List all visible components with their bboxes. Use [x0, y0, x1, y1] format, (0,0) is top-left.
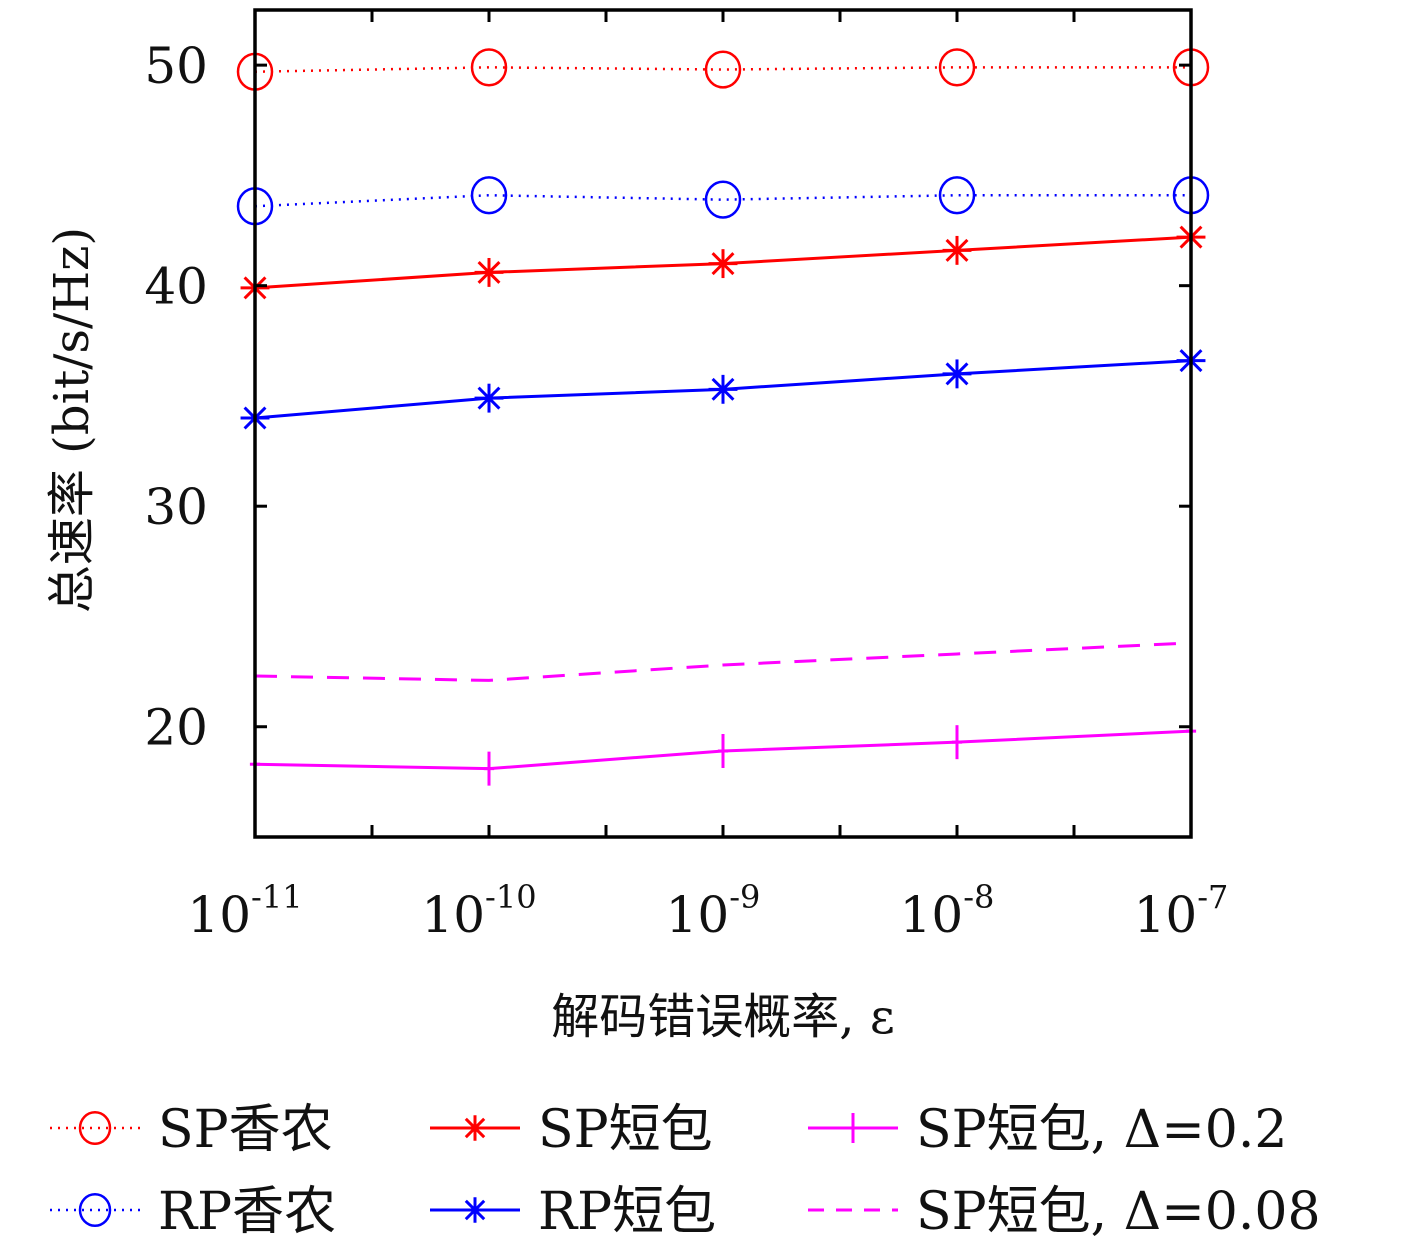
x-tick-label: 10-7	[1134, 878, 1229, 944]
legend-item: SP短包, Δ=0.08	[808, 1182, 1321, 1242]
plus-marker	[951, 725, 963, 760]
x-tick-label: 10-10	[421, 878, 536, 944]
asterisk-stroke	[477, 260, 501, 284]
series-layer	[236, 48, 1210, 786]
legend-label: RP香农	[158, 1182, 336, 1242]
circle-marker	[704, 50, 742, 89]
circle-marker	[78, 1193, 112, 1227]
circle-marker	[470, 48, 508, 87]
series-line	[254, 641, 1192, 682]
x-tick-label-base: 10	[1134, 886, 1198, 944]
asterisk-marker	[708, 249, 738, 279]
x-tick-label-base: 10	[187, 886, 251, 944]
x-tick-label-exponent: -11	[251, 878, 303, 916]
x-tick-label-exponent: -7	[1197, 878, 1228, 916]
y-tick-label: 30	[144, 478, 208, 536]
asterisk-stroke	[711, 377, 735, 401]
y-tick-label: 50	[144, 37, 208, 95]
circle-marker	[78, 1111, 112, 1145]
legend-item: SP短包, Δ=0.2	[808, 1100, 1288, 1160]
circle-marker	[704, 180, 742, 219]
asterisk-stroke	[945, 362, 969, 386]
asterisk-marker	[708, 374, 738, 404]
asterisk-stroke	[711, 252, 735, 276]
asterisk-stroke	[464, 1199, 486, 1221]
asterisk-marker	[474, 383, 504, 413]
asterisk-marker	[474, 257, 504, 287]
plot-frame	[253, 8, 1193, 839]
circle-marker	[938, 176, 976, 215]
x-tick-label-base: 10	[421, 886, 485, 944]
legend-label: SP短包, Δ=0.08	[916, 1182, 1321, 1242]
circle-marker	[938, 48, 976, 87]
y-tick-label: 20	[144, 699, 208, 757]
legend-item: RP短包	[430, 1182, 716, 1242]
series-3	[240, 222, 1206, 303]
legend: SP香农 SP短包 SP短包, Δ=0.2 RP香农 RP短包 SP短包, Δ=0.08	[50, 1100, 1321, 1242]
series-line	[254, 193, 1191, 208]
asterisk-marker	[942, 235, 972, 265]
legend-label: SP短包	[538, 1100, 713, 1160]
circle-marker	[470, 176, 508, 215]
series-line	[254, 66, 1191, 73]
plus-marker	[717, 733, 729, 768]
x-tick-label: 10-11	[187, 878, 302, 944]
plus-marker	[483, 751, 495, 786]
x-tick-label-exponent: -9	[729, 878, 760, 916]
asterisk-marker	[462, 1115, 488, 1141]
series-2	[236, 176, 1210, 226]
legend-label: RP短包	[538, 1182, 716, 1242]
legend-item: SP香农	[50, 1100, 333, 1160]
plus-marker	[848, 1113, 858, 1143]
series-1	[236, 48, 1210, 91]
asterisk-stroke	[477, 386, 501, 410]
y-tick-label: 40	[144, 258, 208, 316]
legend-label: SP短包, Δ=0.2	[916, 1100, 1288, 1160]
x-tick-label-base: 10	[900, 886, 964, 944]
x-tick-label-exponent: -8	[963, 878, 994, 916]
series-4	[240, 346, 1206, 433]
x-axis-label: 解码错误概率, ε	[551, 989, 894, 1045]
asterisk-stroke	[945, 238, 969, 262]
x-tick-label: 10-9	[666, 878, 761, 944]
legend-label: SP香农	[158, 1100, 333, 1160]
y-axis-label: 总速率 (bit/s/Hz)	[44, 227, 100, 613]
series-5	[249, 714, 1197, 786]
x-tick-label-base: 10	[666, 886, 730, 944]
series-6	[254, 641, 1192, 682]
asterisk-marker	[462, 1197, 488, 1223]
asterisk-marker	[942, 359, 972, 389]
asterisk-stroke	[464, 1117, 486, 1139]
legend-item: SP短包	[430, 1100, 713, 1160]
legend-item: RP香农	[50, 1182, 336, 1242]
x-tick-label-exponent: -10	[485, 878, 537, 916]
x-tick-label: 10-8	[900, 878, 995, 944]
